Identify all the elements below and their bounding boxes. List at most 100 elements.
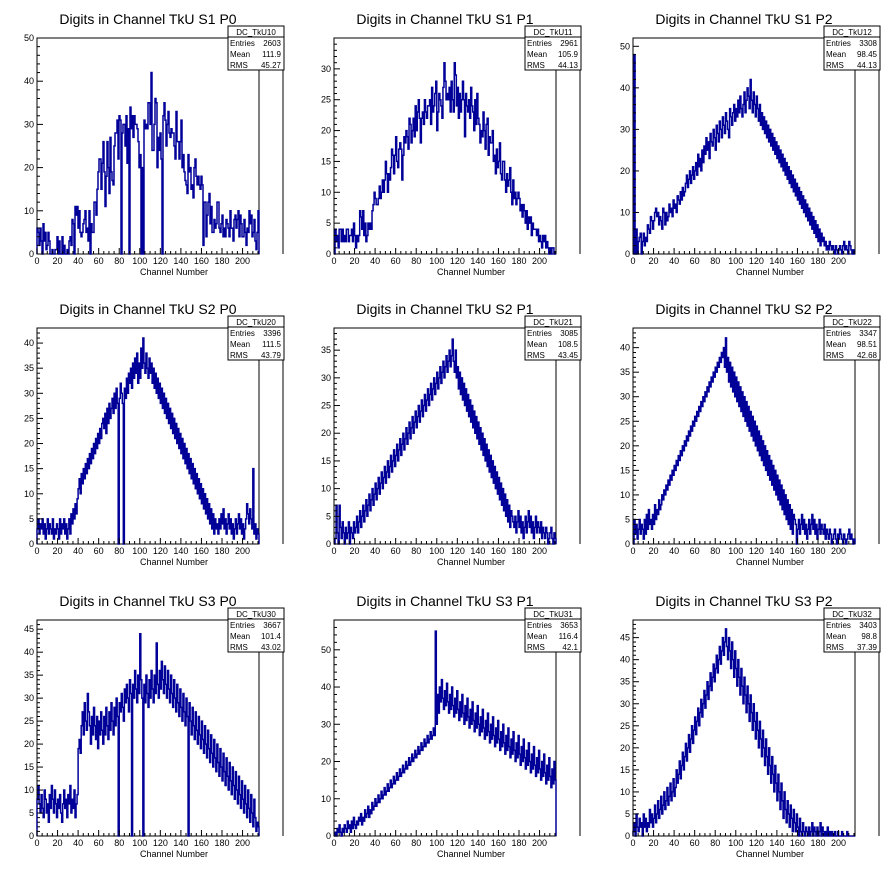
stats-value: 43.45 xyxy=(558,351,579,360)
stats-value: 108.5 xyxy=(558,340,579,349)
y-tick-label: 40 xyxy=(620,83,630,93)
stats-value: 3085 xyxy=(560,329,578,338)
y-tick-label: 0 xyxy=(326,831,331,841)
stats-value: 45.27 xyxy=(261,61,282,70)
x-tick-label: 100 xyxy=(132,838,147,848)
histogram-line xyxy=(334,630,557,837)
x-tick-label: 40 xyxy=(73,546,83,556)
plot-frame xyxy=(36,327,260,545)
x-tick-label: 0 xyxy=(34,838,39,848)
histogram-title: Digits in Channel TkU S3 P2 xyxy=(655,593,832,609)
x-tick-label: 160 xyxy=(790,838,805,848)
y-tick-label: 10 xyxy=(321,484,331,494)
stats-value: 105.9 xyxy=(558,50,579,59)
y-tick-label: 15 xyxy=(620,465,630,475)
histogram-line xyxy=(632,628,855,837)
y-tick-label: 25 xyxy=(24,413,34,423)
x-tick-label: 120 xyxy=(749,256,764,266)
histogram-line xyxy=(334,61,556,255)
y-tick-label: 50 xyxy=(24,33,34,43)
stats-value: 37.39 xyxy=(857,643,878,652)
stats-box: DC_TkU31 Entries 3653 Mean 116.4 RMS 42.1 xyxy=(524,607,582,653)
histogram-pad: Digits in Channel TkU S3 P00 20 40 60 80 100 1… xyxy=(24,593,285,859)
x-axis-title: Channel Number xyxy=(140,849,208,859)
stats-label: Entries xyxy=(230,329,255,338)
x-tick-label: 160 xyxy=(491,546,506,556)
x-tick-label: 100 xyxy=(429,838,444,848)
x-tick-label: 60 xyxy=(391,256,401,266)
x-tick-label: 80 xyxy=(710,838,720,848)
stats-label: RMS xyxy=(230,643,248,652)
stats-value: 98.45 xyxy=(857,50,878,59)
plot-frame xyxy=(333,619,557,837)
histogram-pad: Digits in Channel TkU S3 P10 20 40 60 80 100 1… xyxy=(321,593,582,859)
x-tick-label: 100 xyxy=(429,256,444,266)
y-tick-label: 0 xyxy=(29,539,34,549)
y-tick-label: 20 xyxy=(321,757,331,767)
stats-label: Mean xyxy=(826,632,846,641)
y-tick-label: 25 xyxy=(24,716,34,726)
stats-value: 98.8 xyxy=(861,632,877,641)
stats-box-frame xyxy=(524,315,582,361)
x-tick-label: 60 xyxy=(690,546,700,556)
x-tick-label: 100 xyxy=(728,256,743,266)
stats-label: Mean xyxy=(826,340,846,349)
x-tick-label: 40 xyxy=(669,838,679,848)
x-tick-label: 80 xyxy=(114,546,124,556)
y-tick-label: 20 xyxy=(24,739,34,749)
x-tick-label: 0 xyxy=(630,546,635,556)
stats-label: Entries xyxy=(230,39,255,48)
y-tick-label: 40 xyxy=(321,682,331,692)
x-tick-label: 20 xyxy=(350,256,360,266)
y-tick-label: 0 xyxy=(625,539,630,549)
y-tick-label: 25 xyxy=(620,721,630,731)
y-tick-label: 20 xyxy=(24,439,34,449)
x-tick-label: 200 xyxy=(532,256,547,266)
stats-value: 111.5 xyxy=(262,340,281,349)
x-tick-label: 40 xyxy=(370,838,380,848)
x-tick-label: 0 xyxy=(331,838,336,848)
y-tick-label: 30 xyxy=(321,373,331,383)
x-tick-label: 120 xyxy=(153,838,168,848)
x-tick-label: 60 xyxy=(94,546,104,556)
y-tick-label: 5 xyxy=(326,218,331,228)
x-axis-title: Channel Number xyxy=(140,267,208,277)
x-tick-label: 120 xyxy=(749,838,764,848)
stats-box: DC_TkU30 Entries 3667 Mean 101.4 RMS 43.02 xyxy=(227,607,285,653)
x-axis-title: Channel Number xyxy=(437,267,505,277)
stats-label: Entries xyxy=(826,621,851,630)
y-tick-label: 10 xyxy=(620,490,630,500)
x-tick-label: 200 xyxy=(831,546,846,556)
x-tick-label: 140 xyxy=(173,838,188,848)
stats-box: DC_TkU11 Entries 2961 Mean 105.9 RMS 44.13 xyxy=(524,25,582,71)
y-tick-label: 40 xyxy=(24,76,34,86)
y-tick-label: 5 xyxy=(29,514,34,524)
histogram-pad: Digits in Channel TkU S2 P20 20 40 60 80 100 1… xyxy=(620,301,881,567)
stats-box-name: DC_TkU31 xyxy=(533,610,573,619)
x-tick-label: 160 xyxy=(491,838,506,848)
stats-box: DC_TkU12 Entries 3308 Mean 98.45 RMS 44.13 xyxy=(823,25,881,71)
x-tick-label: 120 xyxy=(450,256,465,266)
x-tick-label: 100 xyxy=(429,546,444,556)
y-tick-label: 0 xyxy=(625,831,630,841)
x-tick-label: 60 xyxy=(690,838,700,848)
x-tick-label: 100 xyxy=(728,546,743,556)
histogram-pad: Digits in Channel TkU S2 P10 20 40 60 80 100 1… xyxy=(321,301,582,567)
x-tick-label: 20 xyxy=(53,546,63,556)
histogram-line xyxy=(36,337,260,545)
x-tick-label: 140 xyxy=(769,546,784,556)
stats-label: Entries xyxy=(527,329,552,338)
y-tick-label: 20 xyxy=(24,163,34,173)
y-tick-label: 35 xyxy=(620,677,630,687)
y-tick-label: 30 xyxy=(24,388,34,398)
x-tick-label: 180 xyxy=(810,256,825,266)
y-tick-label: 40 xyxy=(620,655,630,665)
x-tick-label: 80 xyxy=(411,838,421,848)
x-tick-label: 60 xyxy=(690,256,700,266)
x-axis-title: Channel Number xyxy=(437,849,505,859)
x-tick-label: 0 xyxy=(331,256,336,266)
x-tick-label: 60 xyxy=(391,838,401,848)
y-tick-label: 30 xyxy=(24,119,34,129)
histogram-title: Digits in Channel TkU S1 P2 xyxy=(655,11,832,27)
x-tick-label: 0 xyxy=(630,256,635,266)
